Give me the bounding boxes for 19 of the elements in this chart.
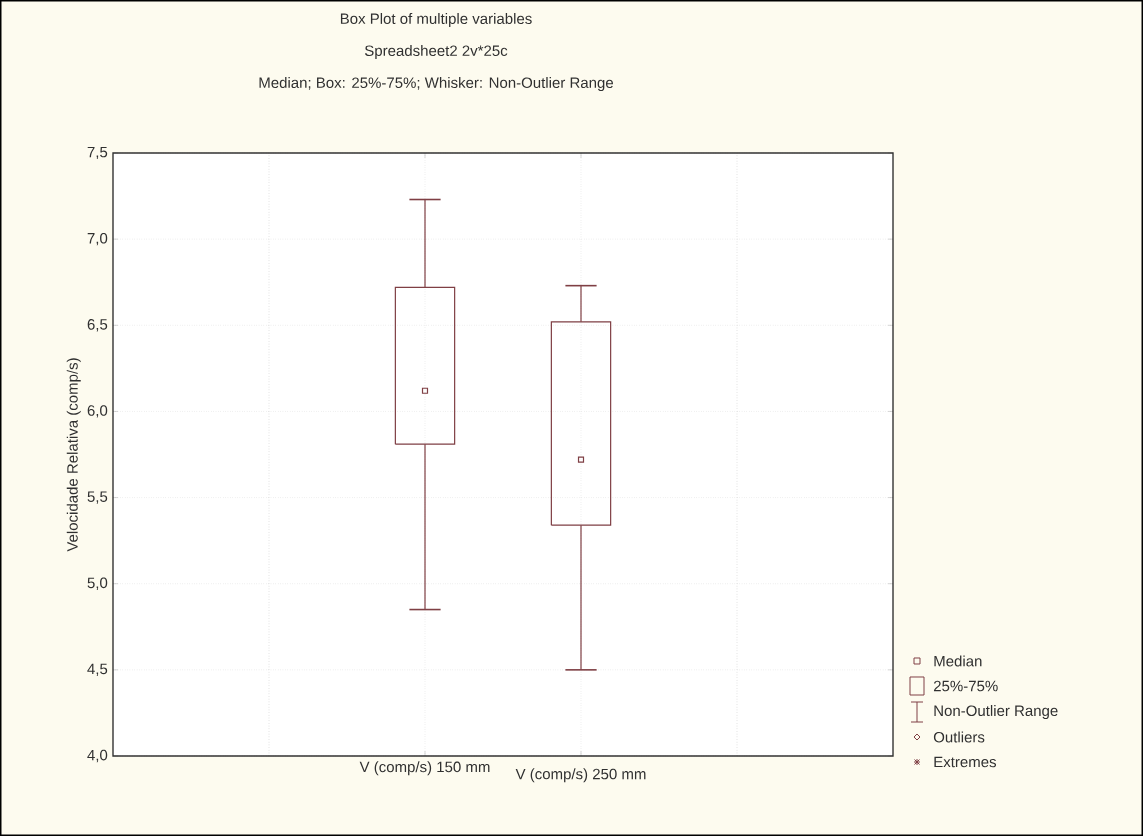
y-tick-label: 6,5 (87, 319, 108, 332)
y-axis-title: Velocidade Relativa (comp/s) (66, 358, 81, 552)
y-tick-label: 4,5 (87, 663, 108, 676)
text: Outliers (933, 731, 985, 743)
text: 25%-75% (933, 680, 998, 692)
y-tick-label: 4,0 (87, 749, 108, 763)
text: Median; Box: 25%-75%; Whisker: Non-Outlier Range (259, 76, 613, 91)
y-tick-label: 6,0 (87, 405, 108, 418)
text: Non-Outlier Range (934, 705, 1058, 719)
y-tick-label: 5,5 (87, 491, 108, 504)
x-tick-label: V (comp/s) 150 mm (359, 761, 490, 776)
y-tick-label: 7,0 (87, 232, 108, 246)
y-tick-label: 5,0 (87, 577, 108, 590)
text: Median (934, 655, 982, 667)
chart-title: Box Plot of multiple variables (340, 12, 532, 27)
y-tick-label: 7,5 (87, 146, 108, 160)
chart-subtitle: Spreadsheet2 2v*25c (364, 44, 508, 59)
x-tick-label: V (comp/s) 250 mm (515, 768, 646, 783)
text: Extremes (934, 756, 997, 768)
